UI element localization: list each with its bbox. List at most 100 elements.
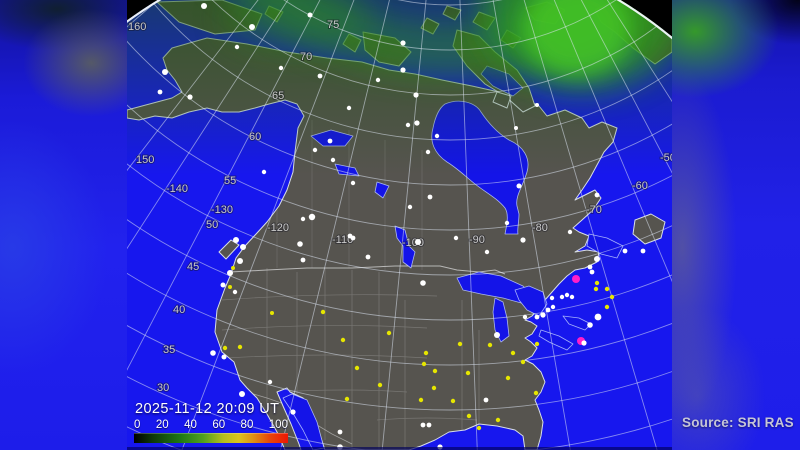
observation-dot-white	[534, 314, 540, 320]
observation-dot-white	[239, 391, 245, 397]
observation-dot-white	[550, 304, 556, 310]
observation-dot-white	[240, 244, 246, 250]
observation-dot-white	[594, 256, 600, 262]
us-canada-border	[229, 265, 506, 275]
observation-dot-yellow	[418, 397, 424, 403]
observation-dot-white	[622, 248, 628, 254]
observation-dot-yellow	[604, 286, 610, 292]
observation-dot-white	[494, 332, 500, 338]
observation-dot-white	[261, 169, 267, 175]
observation-dot-white	[365, 254, 371, 260]
observation-dot-white	[640, 248, 646, 254]
observation-dot-white	[569, 294, 575, 300]
observation-dot-white	[290, 409, 296, 415]
graticule-label: 40	[173, 304, 185, 316]
observation-dot-yellow	[533, 390, 539, 396]
observation-dot-yellow	[237, 344, 243, 350]
graticule-label: 50	[206, 219, 218, 231]
observation-dot-white	[350, 235, 356, 241]
island-newfoundland	[632, 213, 666, 245]
observation-dot-white	[210, 350, 216, 356]
observation-dot-white	[522, 314, 528, 320]
observation-dot-white	[267, 379, 273, 385]
observation-dot-white	[201, 3, 207, 9]
blurred-letterbox-left	[0, 0, 127, 450]
observation-dot-yellow	[534, 341, 540, 347]
blurred-letterbox-right	[672, 0, 800, 450]
observation-dot-white	[414, 120, 420, 126]
observation-dot-white	[297, 241, 303, 247]
observation-dot-yellow	[520, 359, 526, 365]
aurora-probability-map: 160 150 -140 -130 -120 -110 -100 -90 -80 -70 -60 -5…	[127, 0, 672, 450]
observation-dot-yellow	[377, 382, 383, 388]
observation-dot-yellow	[344, 396, 350, 402]
observation-dot-white	[405, 122, 411, 128]
observation-dot-yellow	[487, 342, 493, 348]
timestamp-label: 2025-11-12 20:09 UT	[135, 401, 280, 417]
colorbar-tick: 100	[268, 419, 288, 431]
observation-dot-yellow	[354, 365, 360, 371]
gulf-of-california	[282, 393, 325, 450]
graticule-label: 30	[157, 382, 169, 394]
colorbar-tick: 0	[134, 419, 141, 431]
observation-dot-white	[220, 282, 226, 288]
island-vancouver	[218, 239, 240, 260]
observation-dot-white	[400, 67, 406, 73]
observation-dot-yellow	[505, 375, 511, 381]
observation-dot-yellow	[421, 361, 427, 367]
observation-dot-yellow	[423, 350, 429, 356]
observation-dot-white	[559, 294, 565, 300]
observation-dot-yellow	[594, 280, 600, 286]
observation-dot-white	[232, 289, 238, 295]
lake-erie	[538, 329, 574, 351]
observation-dot-yellow	[476, 425, 482, 431]
observation-dot-white	[540, 312, 546, 318]
observation-dot-magenta	[572, 275, 580, 283]
graticule-label: -130	[211, 204, 233, 216]
observation-dot-white	[307, 12, 313, 18]
observation-dot-yellow	[386, 330, 392, 336]
probability-colorbar: 0 20 40 60 80 100	[134, 419, 288, 443]
graticule-label: -60	[632, 180, 648, 192]
observation-dot-white	[549, 295, 555, 301]
observation-dot-yellow	[231, 266, 235, 270]
observation-dot-white	[327, 138, 333, 144]
colorbar-tick: 40	[184, 419, 197, 431]
observation-dot-white	[420, 422, 426, 428]
colorbar-tick: 80	[240, 419, 254, 431]
observation-dot-yellow	[432, 368, 438, 374]
observation-dot-white	[346, 105, 352, 111]
observation-dot-white	[407, 204, 413, 210]
graticule-label: -140	[166, 183, 188, 195]
observation-dot-white	[350, 180, 356, 186]
observation-dot-white	[233, 237, 239, 243]
observation-dot-white	[581, 340, 587, 346]
lake-michigan	[492, 297, 510, 343]
observation-dot-white	[483, 397, 489, 403]
city-dots-layer	[157, 3, 646, 450]
observation-dot-white	[227, 270, 233, 276]
observation-dot-yellow	[495, 417, 501, 423]
observation-dot-white	[564, 292, 570, 298]
observation-dot-white	[594, 313, 602, 321]
observation-dot-white	[249, 24, 255, 30]
graticule-label: 150	[136, 154, 154, 166]
observation-dot-white	[427, 194, 433, 200]
observation-dot-white	[300, 257, 306, 263]
graticule-label: 35	[163, 344, 175, 356]
graticule-label: 70	[300, 51, 312, 63]
observation-dot-white	[545, 307, 551, 313]
graticule-label: 160	[128, 21, 146, 33]
graticule	[127, 0, 672, 450]
colorbar-gradient	[134, 433, 288, 443]
observation-dot-white	[308, 213, 316, 221]
colorbar-tick: 60	[212, 419, 226, 431]
observation-dot-white	[425, 149, 431, 155]
observation-dot-white	[234, 44, 240, 50]
colorbar-ticks: 0 20 40 60 80 100	[134, 419, 288, 431]
graticule-label: -50	[660, 152, 672, 164]
observation-dot-white	[330, 157, 336, 163]
graticule-label: -120	[267, 222, 289, 234]
observation-dot-white	[589, 269, 595, 275]
